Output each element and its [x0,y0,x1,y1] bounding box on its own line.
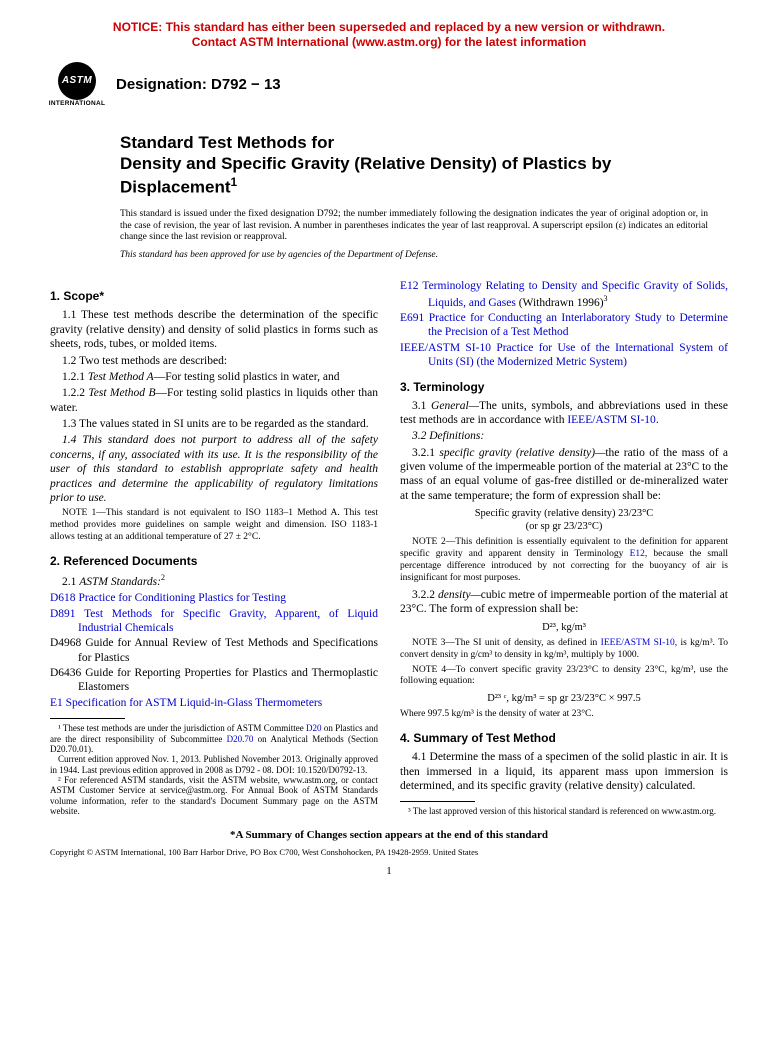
refs-2-1: 2.1 ASTM Standards:2 [50,573,378,589]
eq-d23: D²³, kg/m³ [400,621,728,634]
eq-spgr: Specific gravity (relative density) 23/2… [400,507,728,533]
footnote-block-right: ³ The last approved version of this hist… [400,801,728,816]
footnote-2: ² For referenced ASTM standards, visit t… [50,775,378,816]
dod-note: This standard has been approved for use … [120,250,728,262]
term-head: 3. Terminology [400,380,728,395]
scope-1-2: 1.2 Two test methods are described: [50,354,378,368]
page-container: NOTICE: This standard has either been su… [0,0,778,909]
summary-changes: *A Summary of Changes section appears at… [50,829,728,843]
term-note4: NOTE 4—To convert specific gravity 23/23… [400,665,728,689]
issuance-note: This standard is issued under the fixed … [120,209,708,243]
term-note3: NOTE 3—The SI unit of density, as define… [400,638,728,662]
eq-conversion: D²³ ᶜ, kg/m³ = sp gr 23/23°C × 997.5 [400,692,728,705]
summary-4-1: 4.1 Determine the mass of a specimen of … [400,750,728,793]
title-line2: Density and Specific Gravity (Relative D… [120,154,611,196]
footnote-3: ³ The last approved version of this hist… [400,806,728,816]
logo-globe-icon: ASTM [58,62,96,100]
scope-1-3: 1.3 The values stated in SI units are to… [50,417,378,431]
summary-head: 4. Summary of Test Method [400,731,728,746]
term-note2: NOTE 2—This definition is essentially eq… [400,537,728,585]
title-block: Standard Test Methods for Density and Sp… [120,132,728,197]
ref-d6436: D6436 Guide for Reporting Properties for… [50,666,378,695]
notice-line2: Contact ASTM International (www.astm.org… [192,35,586,49]
logo-sub: INTERNATIONAL [49,100,106,108]
scope-head: 1. Scope* [50,289,378,304]
footnote-rule [50,718,125,719]
ref-d4968: D4968 Guide for Annual Review of Test Me… [50,636,378,665]
title-sup: 1 [231,175,238,189]
astm-logo: ASTM INTERNATIONAL [50,58,104,112]
scope-1-1: 1.1 These test methods describe the dete… [50,308,378,351]
copyright: Copyright © ASTM International, 100 Barr… [50,847,728,858]
term-3-2-1: 3.2.1 specific gravity (relative density… [400,446,728,504]
ref-e691: E691 Practice for Conducting an Interlab… [400,311,728,340]
title: Standard Test Methods for Density and Sp… [120,132,728,197]
term-where: Where 997.5 kg/m³ is the density of wate… [400,709,728,721]
page-number: 1 [50,865,728,879]
ref-e12: E12 Terminology Relating to Density and … [400,279,728,310]
footnote-1b: Current edition approved Nov. 1, 2013. P… [50,754,378,775]
term-3-2: 3.2 Definitions: [400,429,728,443]
header: ASTM INTERNATIONAL Designation: D792 − 1… [50,58,728,112]
scope-1-2-1: 1.2.1 Test Method A—For testing solid pl… [50,370,378,384]
ref-si10: IEEE/ASTM SI-10 Practice for Use of the … [400,341,728,370]
footnote-block-left: ¹ These test methods are under the juris… [50,718,378,816]
term-3-2-2: 3.2.2 density—cubic metre of impermeable… [400,588,728,617]
notice-line1: NOTICE: This standard has either been su… [113,20,665,34]
notice-banner: NOTICE: This standard has either been su… [50,20,728,50]
refs-head: 2. Referenced Documents [50,554,378,569]
scope-1-4: 1.4 This standard does not purport to ad… [50,433,378,505]
scope-1-2-2: 1.2.2 Test Method B—For testing solid pl… [50,386,378,415]
ref-d618: D618 Practice for Conditioning Plastics … [50,591,378,605]
footnote-rule-r [400,801,475,802]
body-columns: 1. Scope* 1.1 These test methods describ… [50,279,728,817]
designation: Designation: D792 − 13 [116,76,281,95]
footnote-1: ¹ These test methods are under the juris… [50,723,378,754]
scope-note1: NOTE 1—This standard is not equivalent t… [50,508,378,544]
title-line1: Standard Test Methods for [120,133,334,152]
logo-text: ASTM [62,75,92,88]
term-3-1: 3.1 General—The units, symbols, and abbr… [400,399,728,428]
ref-d891: D891 Test Methods for Specific Gravity, … [50,607,378,636]
ref-e1: E1 Specification for ASTM Liquid-in-Glas… [50,696,378,710]
